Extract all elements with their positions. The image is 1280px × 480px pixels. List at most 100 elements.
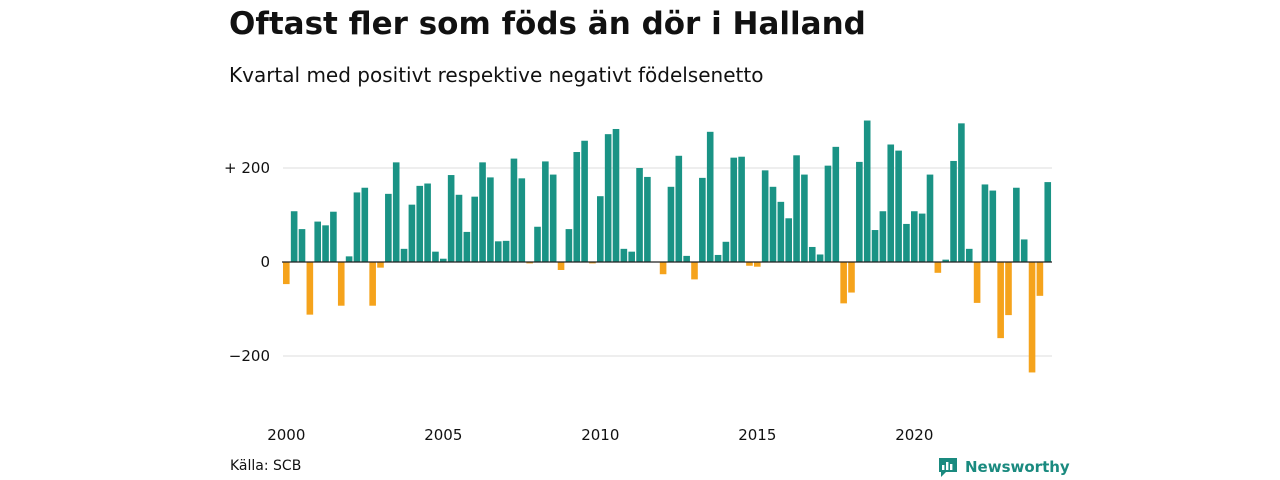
bar xyxy=(918,213,926,262)
bar xyxy=(424,183,431,262)
bar xyxy=(353,192,361,262)
bar xyxy=(542,161,549,262)
bar xyxy=(377,262,384,268)
bar xyxy=(612,128,620,262)
bar xyxy=(801,174,808,262)
bar xyxy=(675,155,683,262)
bar xyxy=(1028,262,1036,373)
bar xyxy=(816,254,824,262)
bar xyxy=(283,262,290,285)
bar xyxy=(667,186,675,262)
bar xyxy=(1013,187,1020,262)
bar xyxy=(879,211,887,262)
bar xyxy=(416,185,424,262)
bar xyxy=(942,259,949,262)
bar xyxy=(330,211,337,262)
bar xyxy=(903,223,910,262)
bar xyxy=(306,262,314,315)
bar xyxy=(549,174,557,262)
bar xyxy=(848,262,855,293)
bar xyxy=(589,262,596,264)
bar xyxy=(808,246,816,262)
bar xyxy=(628,251,635,262)
bar xyxy=(1044,182,1052,262)
bar xyxy=(510,158,518,262)
bar xyxy=(840,262,847,304)
bar xyxy=(706,131,714,262)
y-tick-label: 0 xyxy=(260,253,270,271)
bar xyxy=(581,140,588,262)
x-tick-label: 2005 xyxy=(424,426,462,444)
bar xyxy=(290,211,298,262)
x-axis-labels: 2000 2005 2010 2015 2020 xyxy=(267,426,933,444)
bar xyxy=(997,262,1004,339)
bar xyxy=(471,196,478,262)
bar xyxy=(369,262,376,306)
bar xyxy=(494,241,502,262)
bar xyxy=(400,248,408,262)
bar-chart: + 200 0 −200 2000 2005 2010 2015 2020 xyxy=(224,120,1052,444)
chart-title: Oftast fler som föds än dör i Halland xyxy=(229,6,866,42)
bar xyxy=(950,160,957,262)
bar xyxy=(958,123,965,262)
bar xyxy=(565,229,573,262)
bar xyxy=(746,262,753,266)
bar xyxy=(518,178,526,262)
bar xyxy=(314,221,321,262)
source-note: Källa: SCB xyxy=(230,458,302,474)
bar xyxy=(895,150,902,262)
bar xyxy=(636,168,643,262)
bar xyxy=(793,155,800,262)
bar xyxy=(683,255,690,262)
bar xyxy=(440,258,447,262)
bar xyxy=(298,229,306,262)
bar xyxy=(754,262,761,267)
bar xyxy=(361,187,369,262)
bar xyxy=(730,157,738,262)
y-axis-labels: + 200 0 −200 xyxy=(224,159,270,365)
x-tick-label: 2010 xyxy=(581,426,619,444)
bar xyxy=(856,161,863,262)
bar xyxy=(455,194,463,262)
bar xyxy=(502,240,510,262)
bar xyxy=(597,196,604,262)
bar xyxy=(832,146,840,262)
bar xyxy=(981,184,989,262)
bar xyxy=(573,152,581,262)
bar xyxy=(965,248,973,262)
bar xyxy=(769,186,777,262)
newsworthy-logo-icon xyxy=(939,458,957,477)
bar xyxy=(385,193,392,262)
bar xyxy=(973,262,981,303)
bar xyxy=(824,165,832,262)
bar xyxy=(1005,262,1012,316)
bar xyxy=(887,144,895,262)
bar xyxy=(408,204,416,262)
bar xyxy=(604,134,612,262)
bar xyxy=(722,241,730,262)
bar xyxy=(432,251,439,262)
bar xyxy=(871,230,879,262)
bar xyxy=(337,262,345,306)
bar xyxy=(691,262,698,280)
bar xyxy=(447,175,455,262)
bar xyxy=(761,170,769,262)
bar xyxy=(526,262,533,264)
brand-logo: Newsworthy xyxy=(937,456,1070,478)
bar xyxy=(644,176,651,262)
bar xyxy=(714,254,722,262)
bar xyxy=(738,156,745,262)
bar xyxy=(345,256,353,262)
gridlines xyxy=(283,167,1052,357)
bar xyxy=(1020,239,1028,262)
bars xyxy=(283,120,1052,373)
y-tick-label: −200 xyxy=(229,347,270,365)
bar xyxy=(785,218,792,262)
bar xyxy=(463,231,471,262)
bar xyxy=(392,162,400,262)
bar xyxy=(863,120,871,262)
bar xyxy=(479,162,486,262)
bar xyxy=(534,226,541,262)
bar xyxy=(934,262,942,273)
bar xyxy=(777,201,785,262)
